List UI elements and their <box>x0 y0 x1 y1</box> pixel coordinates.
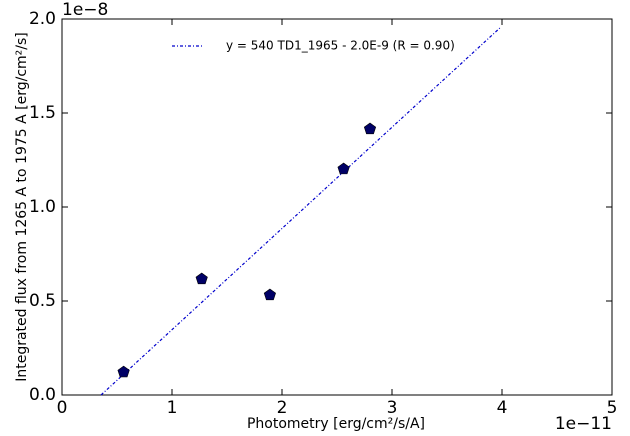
y-tick-label: 0.0 <box>29 385 56 405</box>
y-tick-label: 2.0 <box>29 9 56 29</box>
data-point <box>117 365 130 378</box>
y-tick-label: 1.0 <box>29 197 56 217</box>
y-offset-label: 1e−8 <box>62 0 108 20</box>
x-offset-label: 1e−11 <box>555 414 612 434</box>
data-point <box>263 288 276 301</box>
y-tick-label: 1.5 <box>29 103 56 123</box>
fit-line <box>100 27 501 396</box>
x-axis-label: Photometry [erg/cm²/s/A] <box>247 416 425 432</box>
legend-label: y = 540 TD1_1965 - 2.0E-9 (R = 0.90) <box>226 39 455 53</box>
x-tick-label: 1 <box>167 398 178 418</box>
y-tick-label: 0.5 <box>29 291 56 311</box>
x-tick-label: 3 <box>387 398 398 418</box>
x-tick-label: 5 <box>607 398 618 418</box>
x-tick-label: 4 <box>497 398 508 418</box>
x-tick-label: 2 <box>277 398 288 418</box>
data-point <box>337 162 350 175</box>
x-tick-label: 0 <box>57 398 68 418</box>
data-point <box>363 122 377 135</box>
data-point <box>195 272 208 285</box>
y-axis-label: Integrated flux from 1265 A to 1975 A [e… <box>14 32 30 382</box>
